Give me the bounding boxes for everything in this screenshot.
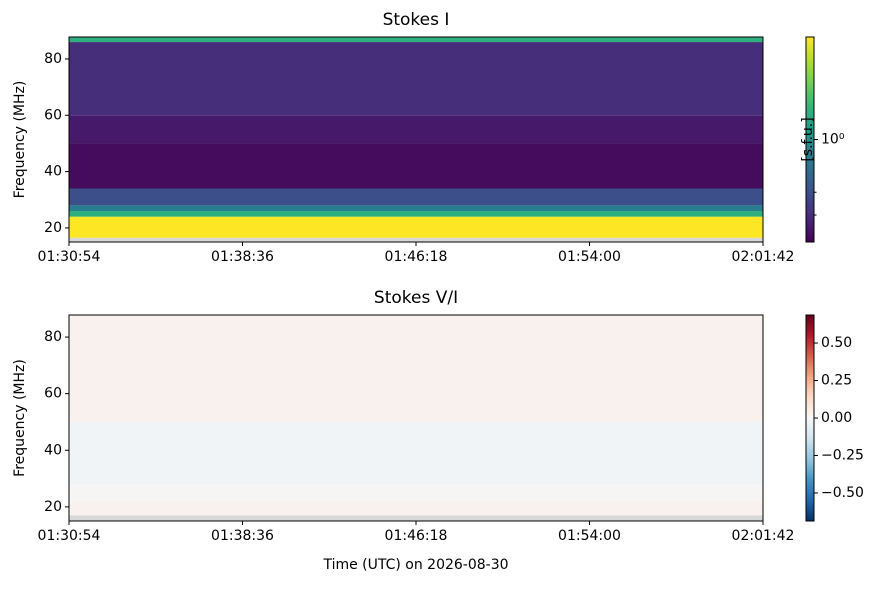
heatmap-band xyxy=(69,421,763,485)
x-tick-label: 02:01:42 xyxy=(732,249,795,265)
x-tick-label: 02:01:42 xyxy=(732,528,795,544)
x-tick-label: 01:54:00 xyxy=(558,249,621,265)
y-tick-label: 60 xyxy=(44,107,62,123)
heatmap-band xyxy=(69,211,763,217)
heatmap-band xyxy=(69,143,763,189)
heatmap-band xyxy=(69,205,763,212)
y-tick-label: 20 xyxy=(44,220,62,236)
colorbar-tick-label: 0.50 xyxy=(821,335,852,351)
x-tick-label: 01:30:54 xyxy=(38,528,101,544)
heatmap-band xyxy=(69,188,763,206)
y-tick-label: 40 xyxy=(44,164,62,180)
y-tick-label: 80 xyxy=(44,329,62,345)
panel-title: Stokes V/I xyxy=(374,288,458,308)
y-axis-label: Frequency (MHz) xyxy=(12,81,28,199)
x-tick-label: 01:38:36 xyxy=(211,249,274,265)
colorbar-tick-label: 0.25 xyxy=(821,373,852,389)
x-tick-label: 01:46:18 xyxy=(385,528,448,544)
heatmap-band xyxy=(69,237,763,242)
y-tick-label: 60 xyxy=(44,386,62,402)
y-axis-label: Frequency (MHz) xyxy=(12,359,28,477)
heatmap-band xyxy=(69,37,763,43)
colorbar xyxy=(805,314,815,522)
heatmap-band xyxy=(69,42,763,116)
colorbar-tick-label: 0.00 xyxy=(821,410,852,426)
panel-title: Stokes I xyxy=(383,10,450,30)
heatmap-band xyxy=(69,115,763,144)
x-tick-label: 01:38:36 xyxy=(211,528,274,544)
x-tick-label: 01:46:18 xyxy=(385,249,448,265)
x-axis-label: Time (UTC) on 2026-08-30 xyxy=(322,557,508,573)
x-tick-label: 01:54:00 xyxy=(558,528,621,544)
colorbar-label: [s.f.u.] xyxy=(800,117,816,161)
heatmap-band xyxy=(69,315,763,422)
y-tick-label: 80 xyxy=(44,51,62,67)
y-tick-label: 20 xyxy=(44,499,62,515)
y-tick-label: 40 xyxy=(44,442,62,458)
x-tick-label: 01:30:54 xyxy=(38,249,101,265)
heatmap-band xyxy=(69,216,763,238)
colorbar-tick-label: −0.25 xyxy=(821,447,864,463)
heatmap-band xyxy=(69,515,763,521)
heatmap-band xyxy=(69,501,763,516)
heatmap-band xyxy=(69,484,763,502)
colorbar-tick-label: 10⁰ xyxy=(821,132,845,148)
colorbar-tick-label: −0.50 xyxy=(821,485,864,501)
